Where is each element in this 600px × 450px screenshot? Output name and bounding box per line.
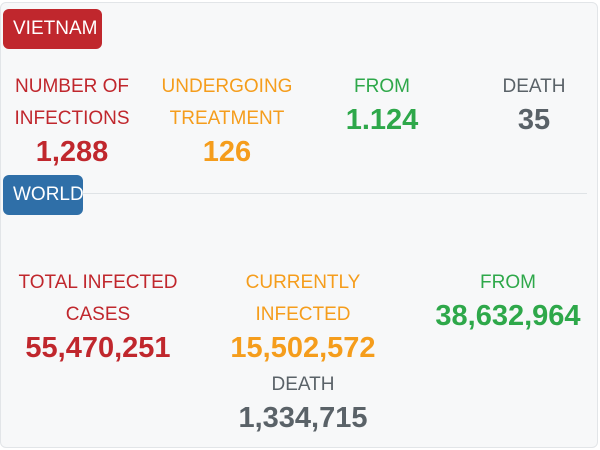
world-death-label: DEATH bbox=[271, 374, 335, 395]
vietnam-badge: VIETNAM bbox=[3, 9, 102, 49]
vn-infections-stat: NUMBER OF INFECTIONS 1,288 bbox=[0, 71, 172, 169]
vn-treatment-stat: UNDERGOING TREATMENT 126 bbox=[127, 71, 327, 169]
vn-treatment-value: 126 bbox=[202, 136, 252, 168]
world-recovered-value: 38,632,964 bbox=[435, 300, 581, 332]
vn-infections-label-line2: INFECTIONS bbox=[14, 108, 130, 129]
world-total-label-line1: TOTAL INFECTED bbox=[18, 272, 178, 293]
world-total-label-line2: CASES bbox=[65, 304, 131, 325]
vn-recovered-value: 1.124 bbox=[345, 104, 419, 136]
vn-recovered-stat: FROM 1.124 bbox=[282, 71, 482, 137]
vn-death-stat: DEATH 35 bbox=[434, 71, 600, 137]
vn-recovered-label: FROM bbox=[354, 76, 410, 97]
world-current-label-line2: INFECTED bbox=[255, 304, 351, 325]
world-death-stat: DEATH 1,334,715 bbox=[203, 369, 403, 435]
vn-death-value: 35 bbox=[517, 104, 551, 136]
vn-infections-label-line1: NUMBER OF bbox=[15, 76, 129, 97]
world-death-value: 1,334,715 bbox=[238, 402, 368, 434]
vn-treatment-label-line2: TREATMENT bbox=[169, 108, 285, 129]
world-current-value: 15,502,572 bbox=[230, 332, 376, 364]
world-badge: WORLD bbox=[3, 175, 84, 215]
world-total-value: 55,470,251 bbox=[25, 332, 171, 364]
vn-death-label: DEATH bbox=[502, 76, 566, 97]
section-divider bbox=[83, 193, 587, 194]
vn-infections-value: 1,288 bbox=[35, 136, 109, 168]
world-current-stat: CURRENTLY INFECTED 15,502,572 bbox=[203, 267, 403, 365]
world-recovered-stat: FROM 38,632,964 bbox=[408, 267, 600, 333]
world-total-stat: TOTAL INFECTED CASES 55,470,251 bbox=[0, 267, 198, 365]
vn-treatment-label-line1: UNDERGOING bbox=[161, 76, 293, 97]
world-recovered-label: FROM bbox=[480, 272, 536, 293]
world-current-label-line1: CURRENTLY bbox=[245, 272, 361, 293]
